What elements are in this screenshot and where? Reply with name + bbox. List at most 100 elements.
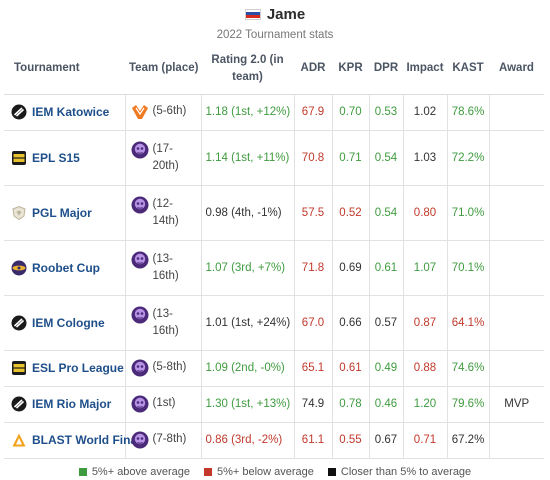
pro-league-logo-icon	[11, 360, 27, 376]
rating-cell: 1.14 (1st, +11%)	[201, 130, 295, 186]
impact-cell: 0.88	[403, 350, 448, 387]
kast-cell: 72.2%	[447, 130, 490, 186]
tournament-link[interactable]: Roobet Cup	[6, 260, 123, 276]
kpr-cell: 0.55	[332, 422, 370, 459]
award-cell: MVP	[489, 386, 544, 423]
rating-cell: 1.07 (3rd, +7%)	[201, 240, 295, 296]
impact-cell: 0.71	[403, 422, 448, 459]
impact-cell: 1.07	[403, 240, 448, 296]
tournament-name[interactable]: ESL Pro League	[32, 361, 124, 375]
kpr-cell: 0.71	[332, 130, 370, 186]
award-cell	[489, 185, 544, 241]
kpr-cell: 0.52	[332, 185, 370, 241]
table-row: ESL Pro League (5-8th) 1.09 (2nd, -0%) 6…	[4, 350, 544, 387]
tournament-link[interactable]: EPL S15	[6, 150, 123, 166]
col-header-team: Team (place)	[125, 44, 201, 95]
award-cell	[489, 422, 544, 459]
legend-label-neutral: Closer than 5% to average	[340, 465, 472, 478]
tournament-link[interactable]: ESL Pro League	[6, 360, 124, 376]
team-cell: (5-8th)	[125, 350, 202, 387]
outsiders-logo-icon[interactable]	[130, 305, 150, 325]
pgl-logo-icon	[11, 205, 27, 221]
dpr-cell: 0.61	[369, 240, 404, 296]
player-name[interactable]: Jame	[266, 5, 306, 23]
table-header-row: Tournament Team (place) Rating 2.0 (in t…	[4, 44, 544, 95]
adr-cell: 67.0	[294, 295, 333, 351]
blast-logo-icon	[11, 432, 27, 448]
team-cell: (17-20th)	[125, 130, 202, 186]
dpr-cell: 0.54	[369, 185, 404, 241]
tournament-link[interactable]: BLAST World Final	[6, 432, 140, 448]
col-header-tournament: Tournament	[4, 44, 125, 95]
team-place: (13-16th)	[152, 252, 179, 282]
table-row: Roobet Cup (13-16th) 1.07 (3rd, +7%) 71.…	[4, 240, 544, 296]
impact-cell: 0.80	[403, 185, 448, 241]
impact-cell: 0.87	[403, 295, 448, 351]
table-row: BLAST World Final (7-8th) 0.86 (3rd, -2%…	[4, 422, 544, 459]
kpr-cell: 0.78	[332, 386, 370, 423]
tournament-cell: IEM Katowice	[4, 94, 126, 131]
virtus-pro-logo-icon[interactable]	[130, 102, 150, 122]
col-header-award: Award	[489, 44, 544, 95]
outsiders-logo-icon[interactable]	[130, 250, 150, 270]
kast-cell: 70.1%	[447, 240, 490, 296]
kast-cell: 67.2%	[447, 422, 490, 459]
legend-item-below: 5%+ below average	[203, 465, 314, 478]
col-header-rating: Rating 2.0 (in team)	[201, 44, 294, 95]
team-cell: (1st)	[125, 386, 202, 423]
flag-stripe-blue	[245, 12, 260, 16]
outsiders-logo-icon[interactable]	[130, 195, 150, 215]
outsiders-logo-icon[interactable]	[130, 430, 150, 450]
tournament-name[interactable]: EPL S15	[32, 150, 80, 165]
col-header-kast: KAST	[447, 44, 489, 95]
award-cell	[489, 295, 544, 351]
table-row: IEM Rio Major (1st) 1.30 (1st, +13%) 74.…	[4, 386, 544, 423]
legend-red-square-icon	[203, 467, 212, 476]
legend-label-below: 5%+ below average	[216, 465, 314, 478]
tournament-name[interactable]: BLAST World Final	[32, 433, 141, 447]
tournament-link[interactable]: IEM Cologne	[6, 315, 123, 331]
table-row: PGL Major (12-14th) 0.98 (4th, -1%) 57.5…	[4, 185, 544, 241]
outsiders-logo-icon[interactable]	[130, 358, 150, 378]
team-place: (5-6th)	[152, 104, 187, 117]
tournament-cell: IEM Cologne	[4, 295, 126, 351]
col-header-impact: Impact	[403, 44, 447, 95]
team-place: (12-14th)	[152, 197, 179, 227]
iem-logo-icon	[11, 396, 27, 412]
kast-cell: 79.6%	[447, 386, 490, 423]
tournament-name[interactable]: PGL Major	[32, 205, 92, 220]
team-cell: (12-14th)	[125, 185, 202, 241]
team-place: (7-8th)	[152, 432, 187, 445]
rating-cell: 0.98 (4th, -1%)	[201, 185, 295, 241]
award-cell	[489, 350, 544, 387]
tournament-name[interactable]: IEM Katowice	[32, 105, 110, 119]
tournament-link[interactable]: IEM Rio Major	[6, 396, 123, 412]
tournament-name[interactable]: IEM Cologne	[32, 315, 105, 330]
tournament-name[interactable]: Roobet Cup	[32, 260, 100, 275]
outsiders-logo-icon[interactable]	[130, 394, 150, 414]
adr-cell: 65.1	[294, 350, 333, 387]
kpr-cell: 0.70	[332, 94, 370, 131]
color-legend: 5%+ above average 5%+ below average Clos…	[0, 466, 550, 478]
outsiders-logo-icon[interactable]	[130, 140, 150, 160]
tournament-cell: IEM Rio Major	[4, 386, 126, 423]
kpr-cell: 0.61	[332, 350, 370, 387]
adr-cell: 67.9	[294, 94, 333, 131]
table-row: EPL S15 (17-20th) 1.14 (1st, +11%) 70.8 …	[4, 130, 544, 186]
legend-black-square-icon	[327, 467, 336, 476]
rating-cell: 1.01 (1st, +24%)	[201, 295, 295, 351]
tournament-link[interactable]: IEM Katowice	[6, 104, 123, 120]
team-place: (5-8th)	[152, 360, 187, 373]
flag-stripe-white	[245, 9, 260, 13]
dpr-cell: 0.46	[369, 386, 404, 423]
kpr-cell: 0.66	[332, 295, 370, 351]
title-row: Jame	[0, 4, 550, 24]
tournament-name[interactable]: IEM Rio Major	[32, 397, 112, 411]
rating-cell: 1.09 (2nd, -0%)	[201, 350, 295, 387]
col-header-dpr: DPR	[369, 44, 403, 95]
legend-item-neutral: Closer than 5% to average	[327, 465, 472, 478]
dpr-cell: 0.49	[369, 350, 404, 387]
tournament-link[interactable]: PGL Major	[6, 205, 123, 221]
table-row: IEM Katowice (5-6th) 1.18 (1st, +12%) 67…	[4, 94, 544, 131]
dpr-cell: 0.67	[369, 422, 404, 459]
